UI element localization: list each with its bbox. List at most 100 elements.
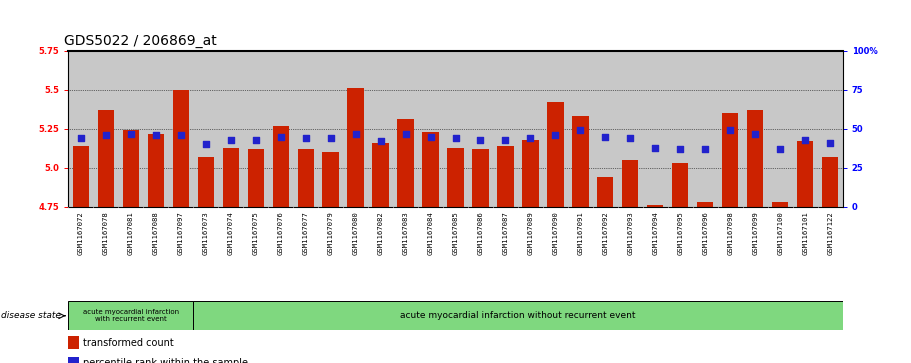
- Bar: [622, 160, 639, 207]
- Text: GSM1167091: GSM1167091: [578, 212, 583, 256]
- Point: [374, 138, 388, 144]
- Bar: [68, 357, 78, 363]
- Text: acute myocardial infarction without recurrent event: acute myocardial infarction without recu…: [400, 311, 636, 320]
- Text: GSM1167078: GSM1167078: [103, 212, 108, 256]
- Point: [473, 137, 487, 143]
- Text: GDS5022 / 206869_at: GDS5022 / 206869_at: [65, 34, 217, 48]
- Text: GSM1167075: GSM1167075: [252, 212, 259, 256]
- Point: [823, 140, 837, 146]
- Text: acute myocardial infarction
with recurrent event: acute myocardial infarction with recurre…: [83, 309, 179, 322]
- Text: GSM1167080: GSM1167080: [353, 212, 359, 256]
- Text: GSM1167101: GSM1167101: [803, 212, 808, 256]
- Bar: [272, 126, 289, 207]
- Point: [199, 142, 213, 147]
- Bar: [447, 148, 464, 207]
- Point: [249, 137, 263, 143]
- Text: GSM1167073: GSM1167073: [203, 212, 209, 256]
- Point: [599, 134, 613, 139]
- Point: [74, 135, 88, 141]
- Point: [424, 134, 438, 139]
- Text: transformed count: transformed count: [83, 338, 173, 347]
- Bar: [773, 202, 788, 207]
- Text: disease state: disease state: [1, 311, 61, 320]
- Text: GSM1167089: GSM1167089: [527, 212, 534, 256]
- Text: GSM1167085: GSM1167085: [453, 212, 458, 256]
- Bar: [548, 102, 564, 207]
- Point: [98, 132, 113, 138]
- Point: [273, 134, 288, 139]
- Text: GSM1167081: GSM1167081: [128, 212, 134, 256]
- Text: GSM1167100: GSM1167100: [777, 212, 783, 256]
- Point: [573, 127, 588, 133]
- Text: GSM1167086: GSM1167086: [477, 212, 484, 256]
- Point: [648, 145, 662, 151]
- Point: [698, 146, 712, 152]
- Bar: [322, 152, 339, 207]
- Point: [348, 131, 363, 136]
- Text: GSM1167095: GSM1167095: [677, 212, 683, 256]
- Bar: [397, 119, 414, 207]
- Text: GSM1167099: GSM1167099: [752, 212, 758, 256]
- Bar: [373, 143, 389, 207]
- Point: [523, 135, 537, 141]
- Bar: [598, 177, 613, 207]
- Text: GSM1167074: GSM1167074: [228, 212, 234, 256]
- Bar: [797, 141, 814, 207]
- Text: GSM1167096: GSM1167096: [702, 212, 708, 256]
- Bar: [68, 301, 193, 330]
- Bar: [123, 130, 138, 207]
- Point: [124, 131, 138, 136]
- Bar: [172, 90, 189, 207]
- Text: GSM1167098: GSM1167098: [727, 212, 733, 256]
- Bar: [522, 140, 538, 207]
- Text: GSM1167093: GSM1167093: [628, 212, 633, 256]
- Point: [773, 146, 787, 152]
- Bar: [248, 149, 264, 207]
- Text: GSM1167090: GSM1167090: [552, 212, 558, 256]
- Bar: [347, 88, 363, 207]
- Text: GSM1167076: GSM1167076: [278, 212, 283, 256]
- Point: [298, 135, 312, 141]
- Point: [748, 131, 763, 136]
- Bar: [722, 113, 739, 207]
- Bar: [822, 157, 838, 207]
- Text: GSM1167083: GSM1167083: [403, 212, 408, 256]
- Text: GSM1167122: GSM1167122: [827, 212, 834, 256]
- Point: [723, 127, 738, 133]
- Text: GSM1167088: GSM1167088: [153, 212, 159, 256]
- Text: GSM1167087: GSM1167087: [503, 212, 508, 256]
- Point: [548, 132, 563, 138]
- Bar: [497, 146, 514, 207]
- Point: [223, 137, 238, 143]
- Text: GSM1167094: GSM1167094: [652, 212, 659, 256]
- Text: GSM1167082: GSM1167082: [377, 212, 384, 256]
- Point: [623, 135, 638, 141]
- Point: [498, 137, 513, 143]
- Bar: [747, 110, 763, 207]
- Bar: [148, 134, 164, 207]
- Bar: [647, 205, 663, 207]
- Point: [173, 132, 188, 138]
- Point: [323, 135, 338, 141]
- Text: GSM1167079: GSM1167079: [328, 212, 333, 256]
- Bar: [97, 110, 114, 207]
- Bar: [572, 117, 589, 207]
- Bar: [193, 301, 843, 330]
- Point: [798, 137, 813, 143]
- Text: GSM1167084: GSM1167084: [427, 212, 434, 256]
- Text: GSM1167092: GSM1167092: [602, 212, 609, 256]
- Bar: [697, 202, 713, 207]
- Text: GSM1167072: GSM1167072: [77, 212, 84, 256]
- Text: GSM1167097: GSM1167097: [178, 212, 184, 256]
- Bar: [473, 149, 488, 207]
- Bar: [423, 132, 438, 207]
- Bar: [222, 148, 239, 207]
- Text: percentile rank within the sample: percentile rank within the sample: [83, 358, 248, 363]
- Point: [673, 146, 688, 152]
- Text: GSM1167077: GSM1167077: [302, 212, 309, 256]
- Bar: [298, 149, 313, 207]
- Bar: [672, 163, 689, 207]
- Bar: [68, 337, 78, 348]
- Point: [398, 131, 413, 136]
- Bar: [198, 157, 214, 207]
